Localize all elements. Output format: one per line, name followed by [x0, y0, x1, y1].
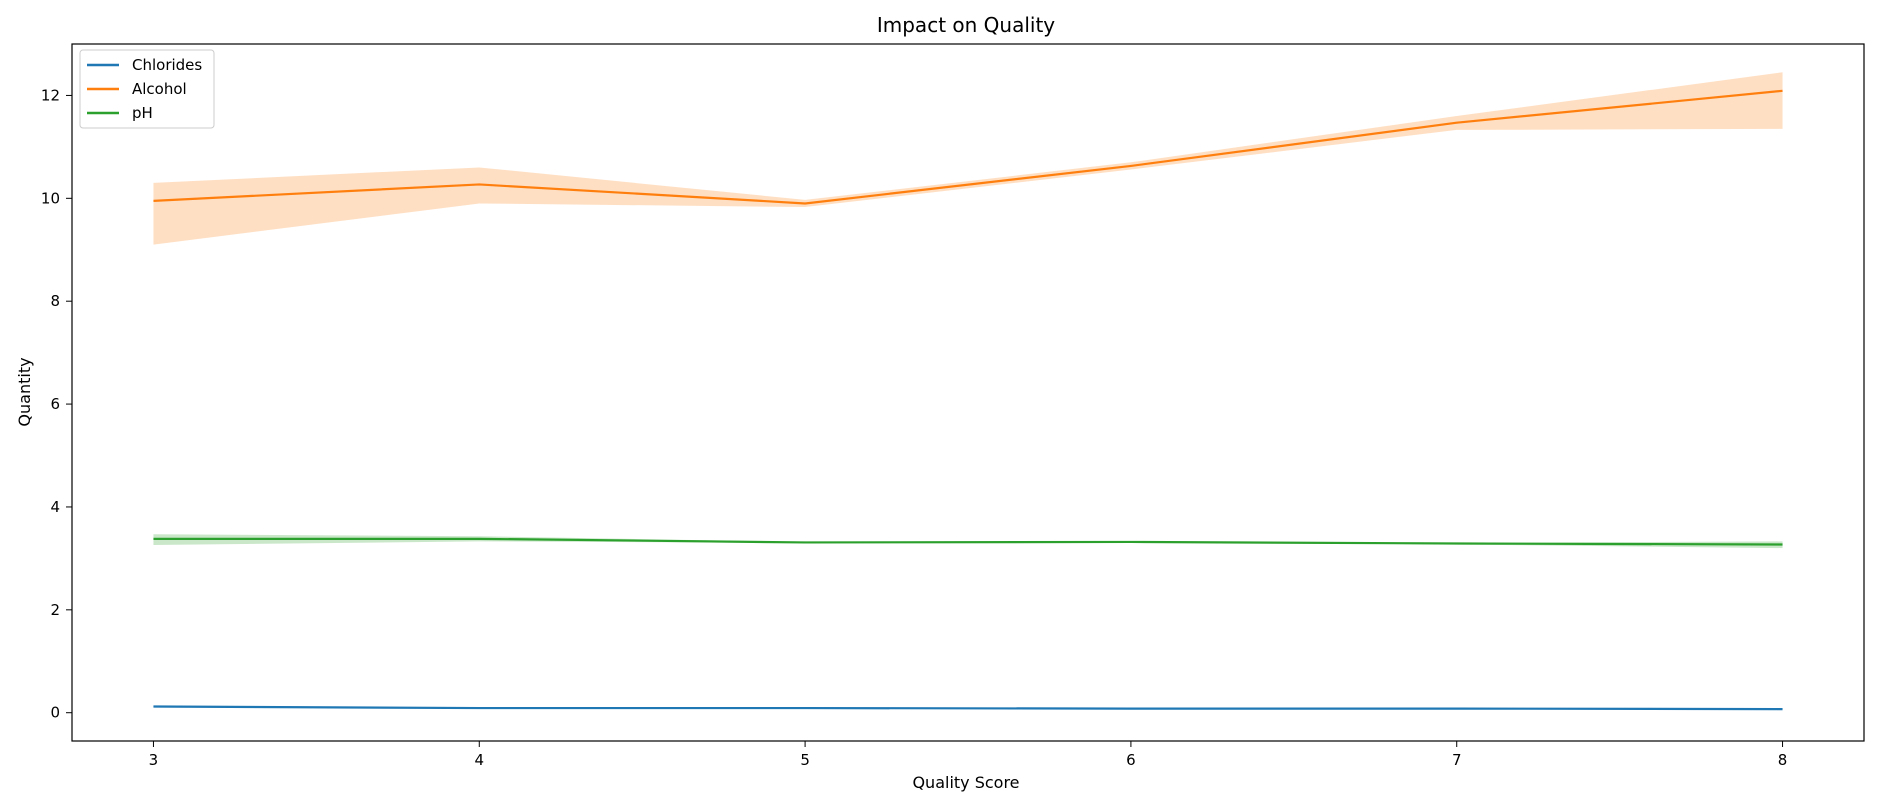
x-tick-label: 4 [474, 751, 484, 769]
x-tick-label: 7 [1452, 751, 1462, 769]
series-line-ph [153, 537, 1783, 546]
series-line-chlorides [153, 705, 1783, 711]
x-tick-label: 6 [1126, 751, 1136, 769]
y-tick-label: 8 [50, 292, 60, 310]
x-axis: 3 4 5 6 7 8 [149, 741, 1788, 769]
y-tick-label: 0 [50, 704, 60, 722]
confidence-band-ph [153, 534, 1783, 549]
y-axis-label: Quantity [15, 357, 34, 426]
x-tick-label: 3 [149, 751, 159, 769]
x-axis-label: Quality Score [912, 773, 1019, 792]
plot-frame [71, 43, 1865, 742]
confidence-bands [153, 72, 1783, 710]
y-tick-label: 6 [50, 395, 60, 413]
legend-label-alcohol: Alcohol [132, 80, 187, 98]
y-axis: 0 2 4 6 8 10 12 [41, 86, 72, 722]
y-tick-label: 2 [50, 601, 60, 619]
series-line-alcohol [153, 89, 1783, 205]
legend-label-ph: pH [132, 104, 153, 122]
legend-label-chlorides: Chlorides [132, 56, 202, 74]
chart-title: Impact on Quality [877, 13, 1055, 37]
y-tick-label: 4 [50, 498, 60, 516]
legend-box [79, 49, 215, 129]
x-tick-label: 8 [1778, 751, 1788, 769]
series-lines [153, 89, 1783, 711]
x-tick-label: 5 [800, 751, 810, 769]
legend: Chlorides Alcohol pH [79, 49, 215, 129]
confidence-band-alcohol [153, 72, 1783, 245]
y-tick-label: 12 [41, 86, 60, 104]
y-tick-label: 10 [41, 189, 60, 207]
